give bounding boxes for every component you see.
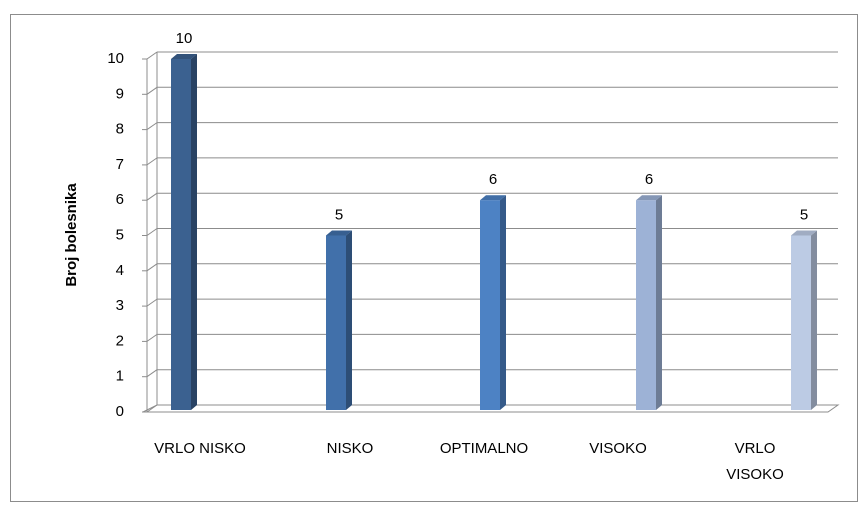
bar-top bbox=[171, 54, 197, 59]
bar-top-shade bbox=[791, 230, 817, 236]
grid-line bbox=[146, 298, 158, 307]
bar-side-shade bbox=[500, 195, 506, 410]
bar-top-shade bbox=[480, 195, 506, 201]
bar bbox=[480, 200, 500, 410]
y-tick-label: 9 bbox=[116, 85, 124, 102]
grid-line bbox=[146, 86, 158, 95]
y-tick-label: 1 bbox=[116, 368, 124, 385]
grid-line bbox=[146, 228, 158, 236]
x-tick-label: VRLO VISOKO bbox=[726, 440, 784, 483]
y-tick-label: 5 bbox=[116, 226, 124, 243]
y-tick-label: 7 bbox=[116, 156, 124, 173]
bar-side bbox=[656, 195, 662, 410]
bar-side-shade bbox=[346, 230, 352, 410]
x-tick-label: NISKO bbox=[326, 440, 374, 457]
bar-side bbox=[191, 54, 197, 410]
grid-line bbox=[146, 51, 158, 60]
x-tick-label: OPTIMALNO bbox=[439, 440, 529, 457]
bar-side bbox=[346, 230, 352, 410]
bar-side bbox=[811, 230, 817, 410]
bar-top bbox=[791, 230, 817, 236]
y-tick-label: 6 bbox=[116, 191, 124, 208]
x-tick-label: VISOKO bbox=[589, 440, 647, 457]
bar-side bbox=[500, 195, 506, 410]
bar-top bbox=[480, 195, 506, 201]
bar-top bbox=[326, 230, 352, 236]
data-label: 6 bbox=[645, 171, 653, 188]
y-tick-label: 8 bbox=[116, 121, 124, 138]
bar bbox=[791, 235, 811, 410]
grid-line bbox=[146, 122, 158, 131]
y-tick-label: 2 bbox=[116, 332, 124, 349]
grid-line bbox=[146, 404, 158, 413]
bar-top-shade bbox=[326, 230, 352, 236]
grid-line bbox=[146, 157, 158, 166]
bar-top-shade bbox=[636, 195, 662, 201]
x-tick-label: VRLO NISKO bbox=[154, 440, 246, 457]
data-label: 10 bbox=[176, 30, 193, 47]
data-label: 6 bbox=[489, 171, 497, 188]
grid-line bbox=[146, 263, 158, 272]
bar-side-shade bbox=[811, 230, 817, 410]
bar bbox=[171, 59, 191, 410]
y-axis-label: Broj bolesnika bbox=[63, 183, 80, 287]
bar bbox=[326, 235, 346, 410]
bar-top-shade bbox=[171, 54, 197, 59]
data-label: 5 bbox=[800, 206, 808, 223]
grid-line bbox=[146, 369, 158, 378]
bar-side-shade bbox=[191, 54, 197, 410]
chart-frame bbox=[10, 14, 858, 502]
grid-line bbox=[146, 333, 158, 342]
bar bbox=[636, 200, 656, 410]
bar-top bbox=[636, 195, 662, 201]
y-tick-label: 0 bbox=[116, 403, 124, 420]
y-tick-label: 10 bbox=[107, 50, 124, 67]
bar-side-shade bbox=[656, 195, 662, 410]
y-tick-label: 4 bbox=[116, 262, 124, 279]
y-tick-label: 3 bbox=[116, 297, 124, 314]
grid-line bbox=[146, 192, 158, 201]
data-label: 5 bbox=[335, 206, 343, 223]
